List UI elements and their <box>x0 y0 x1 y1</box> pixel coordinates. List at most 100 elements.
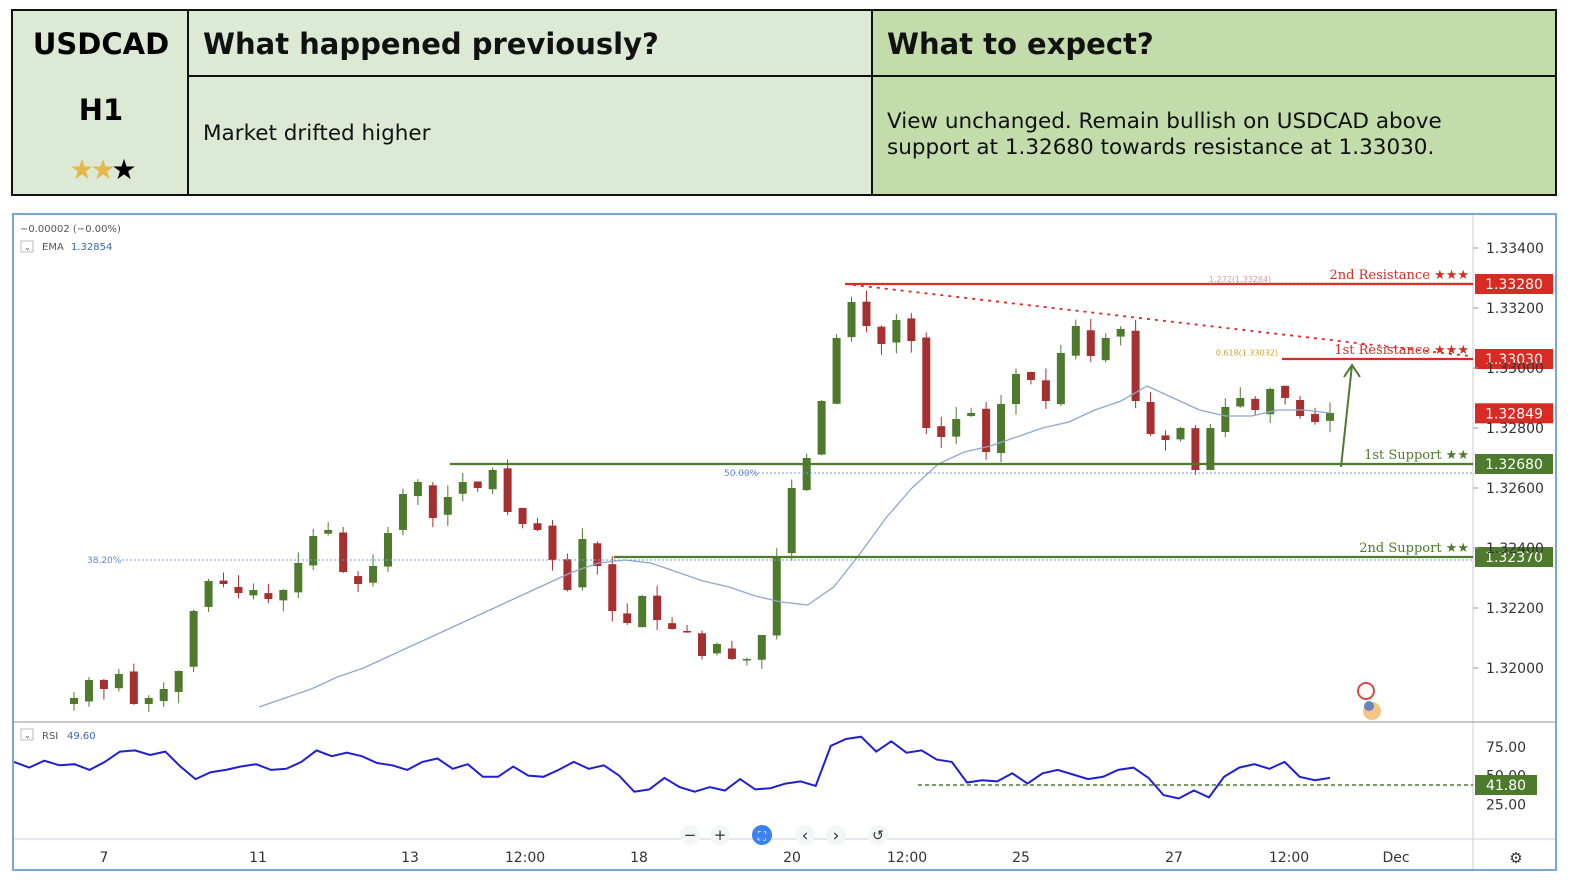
candle-body <box>1206 428 1215 470</box>
candle-body <box>1236 398 1245 407</box>
level-price-tag <box>1475 349 1553 369</box>
candle-body <box>1041 380 1050 401</box>
y-tick-label: 1.32800 <box>1486 421 1544 437</box>
candle-body <box>1101 338 1110 361</box>
y-tick-label: 1.33200 <box>1486 301 1544 317</box>
candle-body <box>488 470 497 490</box>
candle-body <box>1056 353 1065 405</box>
rsi-tick-label: 25.00 <box>1486 797 1526 813</box>
refresh-button[interactable] <box>868 825 888 845</box>
candle-body <box>668 623 677 629</box>
candle-body <box>907 318 916 341</box>
candle-body <box>114 674 123 689</box>
time-axis[interactable]: 7 11 13 12:00 18 20 12:00 25 27 12:00 Dec <box>100 850 1410 866</box>
level-price-tag <box>1475 547 1553 567</box>
chart-toolbar: − + ⛶ ‹ › ↺ <box>680 825 888 846</box>
candle-body <box>653 595 662 620</box>
y-tick-label: 1.32200 <box>1486 601 1544 617</box>
candle-body <box>623 613 632 623</box>
candle-body <box>204 581 213 607</box>
zoom-out-button[interactable] <box>680 825 700 845</box>
candle-body <box>458 482 467 494</box>
candle-body <box>294 563 303 593</box>
reset-scale-button[interactable] <box>752 825 772 845</box>
previous-title: What happened previously? <box>203 27 659 61</box>
candle-body <box>249 590 258 596</box>
candle-body <box>952 419 961 437</box>
candle-body <box>518 507 527 524</box>
candle-body <box>1296 399 1305 416</box>
rsi-collapse-button[interactable] <box>20 728 34 741</box>
x-tick-label: 25 <box>1012 850 1030 866</box>
candle-body <box>892 320 901 343</box>
zoom-in-button[interactable] <box>710 825 730 845</box>
scroll-right-button[interactable] <box>826 825 846 845</box>
candle-body <box>593 543 602 566</box>
candle-body <box>1131 330 1140 401</box>
rsi-level-tag <box>1475 775 1537 796</box>
candle-body <box>84 680 93 702</box>
current-price-tag <box>1475 403 1553 424</box>
candle-body <box>1116 329 1125 337</box>
legend-change: −0.00002 (−0.00%) <box>20 224 121 235</box>
timeframe-label: H1 <box>78 93 124 127</box>
zoom-out-icon: − <box>684 826 697 844</box>
fib-label: 50.00% <box>724 469 759 479</box>
candle-body <box>339 532 348 572</box>
candle-body <box>1086 330 1095 356</box>
x-tick-label: 20 <box>783 850 801 866</box>
candle-body <box>817 401 826 455</box>
candle-body <box>1146 401 1155 434</box>
star-empty-icon: ★ <box>111 153 137 186</box>
rating-stars: ★★★ <box>13 153 189 186</box>
expand-icon: ⛶ <box>757 829 767 843</box>
candle-body <box>1161 435 1170 440</box>
candle-body <box>877 326 886 344</box>
expect-header-cell: What to expect? <box>873 11 1555 77</box>
expect-body-cell: View unchanged. Remain bullish on USDCAD… <box>873 77 1555 194</box>
price-chart-panel[interactable]: 2nd Resistance ★★★ 1.33280 1st Resistance … <box>12 213 1557 871</box>
candle-body <box>264 593 273 599</box>
previous-body-text: Market drifted higher <box>203 121 431 146</box>
expect-body-line-2: support at 1.32680 towards resistance at… <box>887 135 1435 160</box>
arrow-head-icon <box>1343 363 1361 378</box>
analysis-header-table: USDCAD H1 ★★★ What happened previously? … <box>11 9 1557 196</box>
candle-body <box>683 630 692 633</box>
candle-body <box>219 580 228 584</box>
candle-body <box>189 611 198 667</box>
fib-label: 0.618(1.33032) <box>1216 348 1278 357</box>
expect-body-line-1: View unchanged. Remain bullish on USDCAD… <box>887 109 1442 134</box>
candle-body <box>847 302 856 338</box>
scroll-left-button[interactable] <box>795 825 815 845</box>
projection-arrow <box>1340 364 1353 468</box>
ema-line <box>258 385 1331 708</box>
legend-collapse-button[interactable] <box>20 240 34 253</box>
candle-body <box>742 659 751 661</box>
candle-body <box>1251 398 1260 410</box>
candle-body <box>997 404 1006 453</box>
y-tick-label: 1.33400 <box>1486 241 1544 257</box>
level-name: 1st Support ★★ <box>1364 448 1469 463</box>
settings-gear-icon[interactable]: ⚙ <box>1509 849 1522 867</box>
candle-body <box>384 533 392 567</box>
candle-body <box>354 576 363 584</box>
price-axis[interactable]: 1.33400 1.33200 1.33000 1.32800 1.32600 1.324… <box>1473 241 1544 677</box>
candle-body <box>428 485 437 518</box>
candle-body <box>1071 326 1080 356</box>
candle-body <box>174 671 183 692</box>
rsi-tick-label: 75.00 <box>1486 740 1526 756</box>
candle-body <box>727 648 736 659</box>
legend-rsi-value: 49.60 <box>67 731 96 742</box>
candle-body <box>129 671 138 704</box>
level-name: 2nd Resistance ★★★ <box>1330 268 1470 283</box>
x-tick-label: 7 <box>100 850 109 866</box>
fib-label: 38.20% <box>87 556 122 566</box>
candle-body <box>503 468 512 512</box>
candle-body <box>1311 413 1320 422</box>
chart-svg[interactable]: 2nd Resistance ★★★ 1.33280 1st Resistance … <box>14 215 1555 869</box>
legend-rsi-label: RSI <box>42 731 58 742</box>
x-tick-label: 12:00 <box>1269 850 1309 866</box>
candle-body <box>638 596 647 628</box>
y-tick-label: 1.33000 <box>1486 361 1544 377</box>
